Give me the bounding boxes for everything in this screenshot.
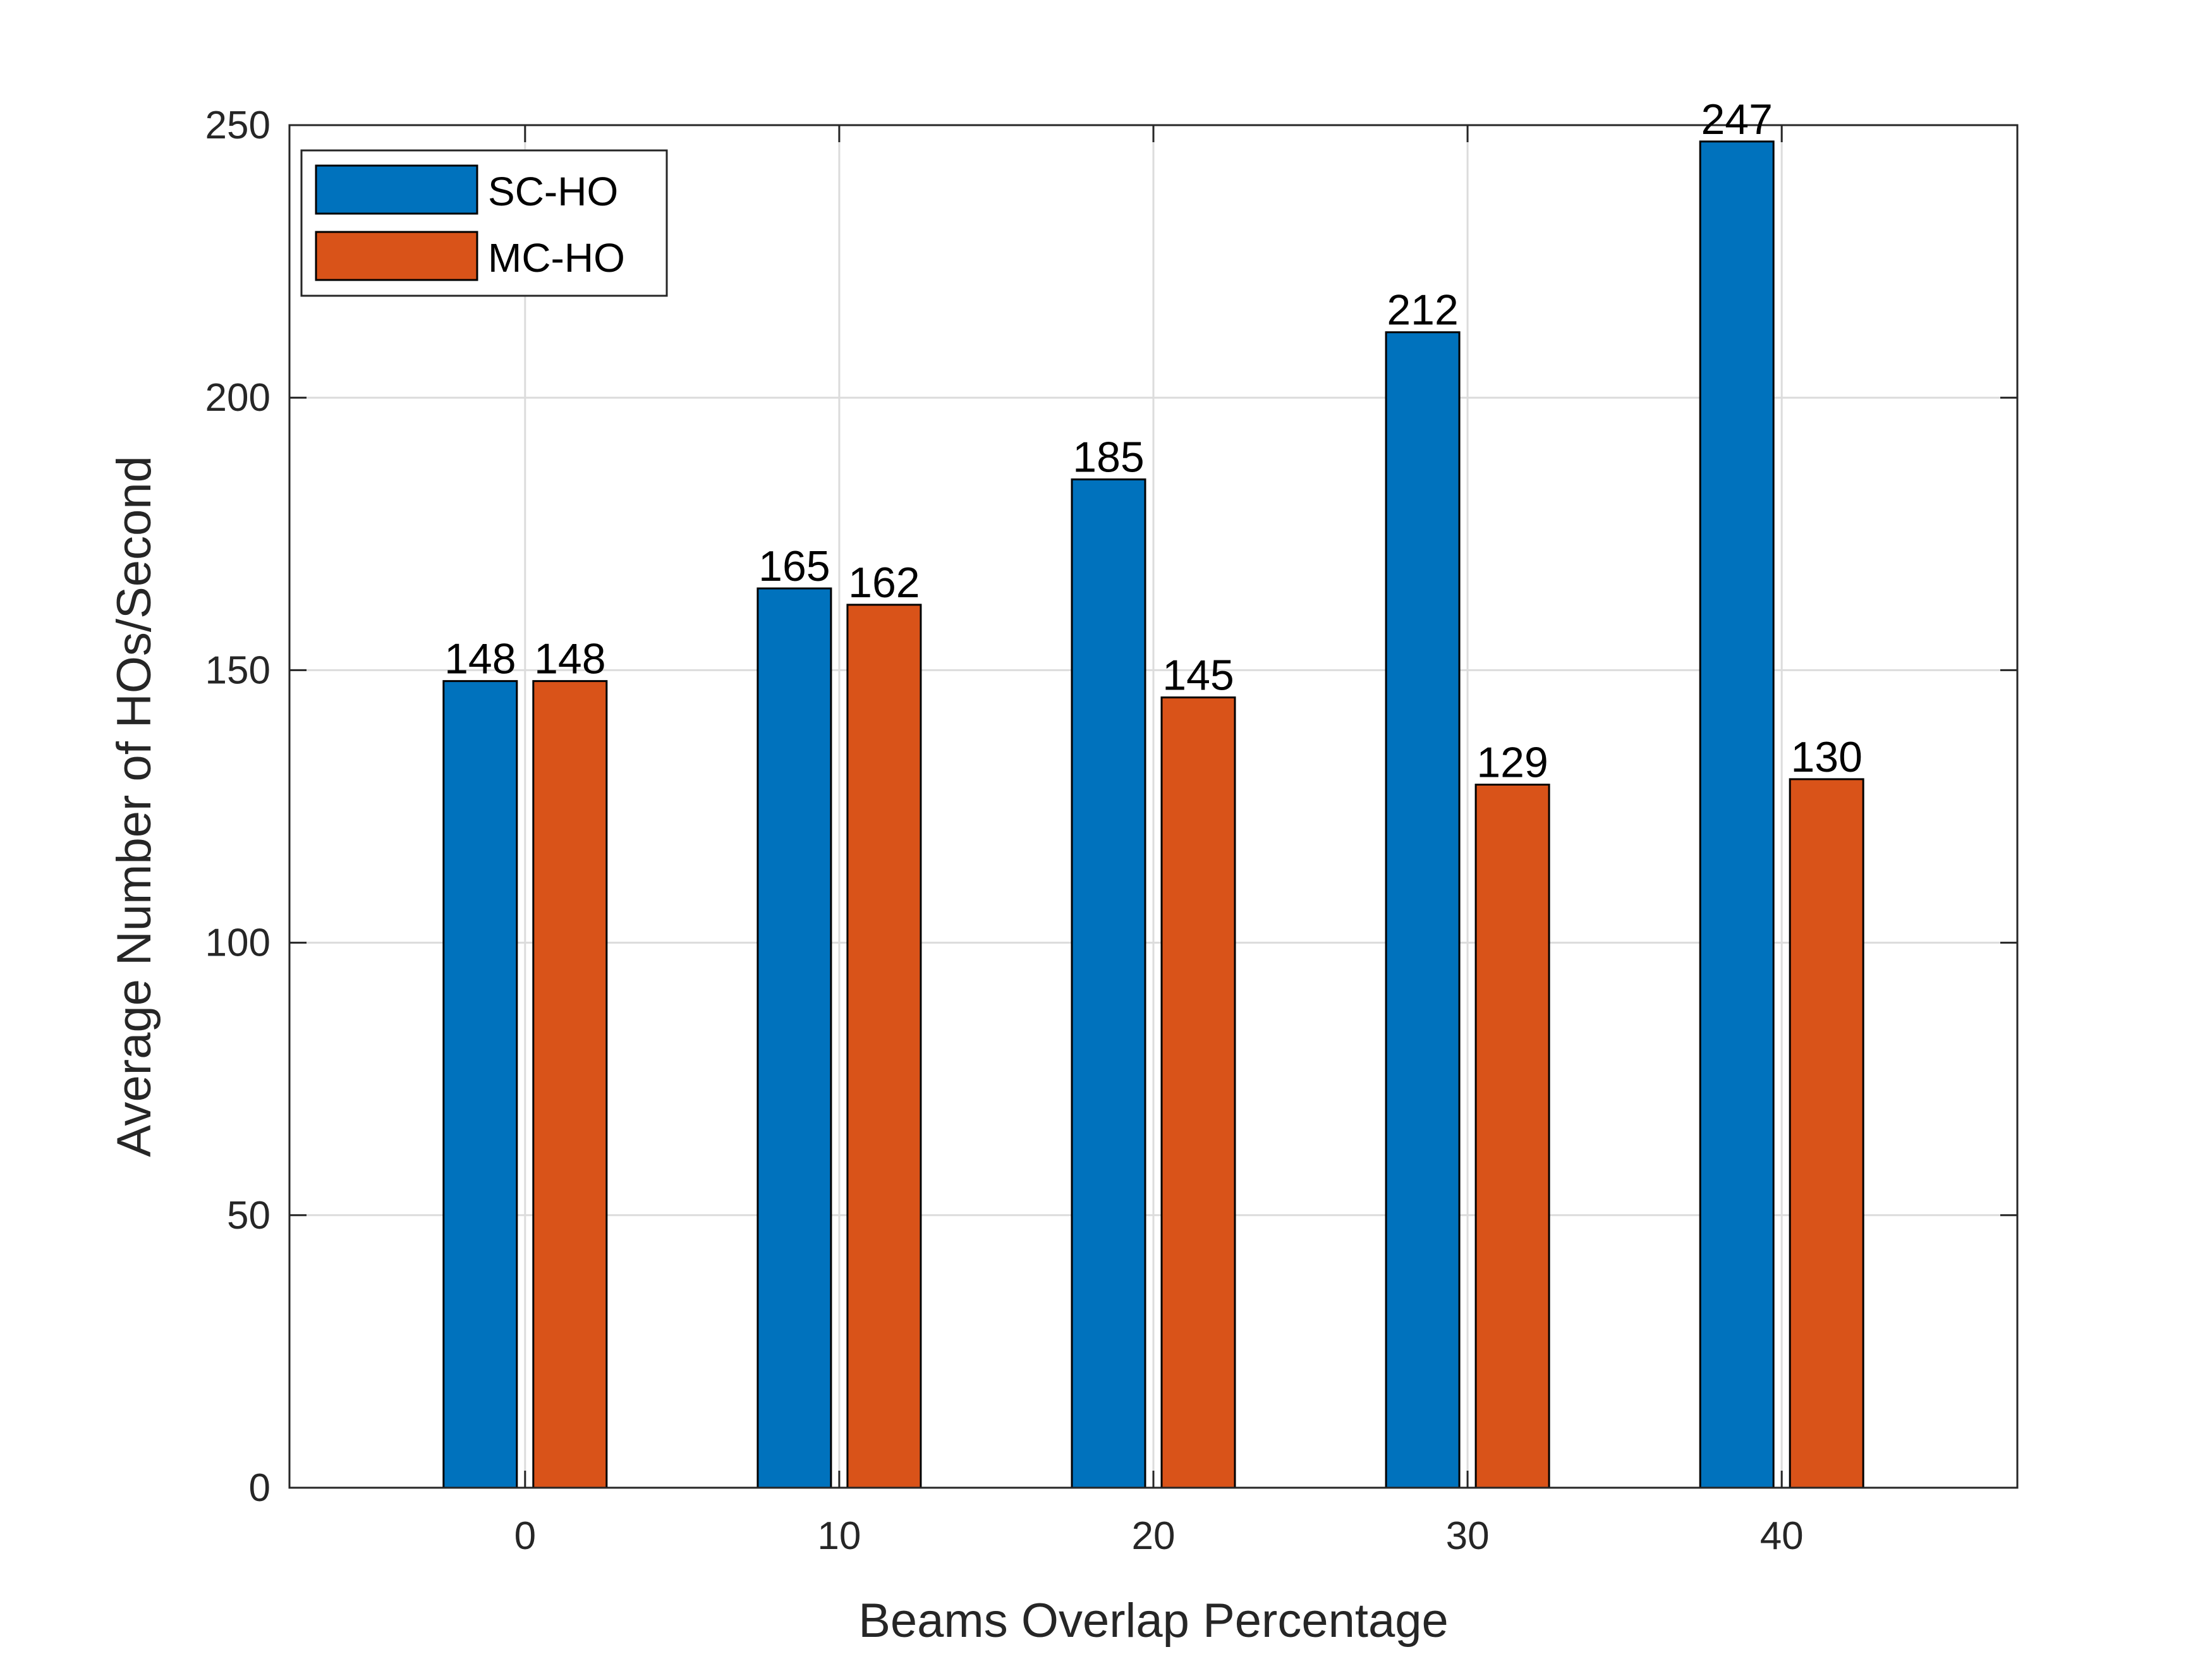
x-tick-label-0: 0 [514, 1514, 536, 1558]
bar-mc-ho-40 [1789, 778, 1864, 1489]
data-label-sc-ho-0: 148 [444, 635, 516, 683]
x-tick-label-40: 40 [1760, 1514, 1804, 1558]
legend: SC-HO MC-HO [300, 149, 668, 297]
data-label-mc-ho-20: 145 [1162, 652, 1234, 700]
y-tick-label-100: 100 [205, 921, 270, 965]
y-tick-label-150: 150 [205, 648, 270, 692]
bar-mc-ho-10 [846, 604, 922, 1489]
bar-mc-ho-0 [532, 680, 608, 1489]
y-tick-label-50: 50 [227, 1194, 270, 1237]
x-tick-label-10: 10 [817, 1514, 861, 1558]
data-label-mc-ho-0: 148 [534, 635, 605, 683]
y-tick-label-0: 0 [249, 1466, 270, 1510]
data-label-mc-ho-10: 162 [848, 559, 920, 607]
bar-sc-ho-30 [1385, 331, 1461, 1489]
data-label-mc-ho-30: 129 [1476, 739, 1548, 787]
data-label-sc-ho-20: 185 [1073, 434, 1144, 482]
bar-sc-ho-10 [757, 587, 832, 1489]
axes: 0 50 100 150 200 250 0 10 20 30 40 [205, 104, 2019, 1558]
legend-label-mc-ho: MC-HO [488, 235, 625, 281]
x-tick-label-30: 30 [1446, 1514, 1490, 1558]
x-tick-label-20: 20 [1132, 1514, 1176, 1558]
bar-mc-ho-30 [1474, 784, 1550, 1489]
legend-swatch-mc-ho [315, 231, 478, 281]
data-label-sc-ho-10: 165 [758, 542, 830, 590]
data-label-sc-ho-40: 247 [1701, 95, 1772, 143]
data-label-mc-ho-40: 130 [1790, 733, 1862, 781]
bars [442, 140, 1864, 1489]
data-labels: 148 165 185 212 247 148 162 145 129 130 [444, 95, 1863, 787]
data-label-sc-ho-30: 212 [1387, 286, 1458, 334]
legend-label-sc-ho: SC-HO [488, 169, 618, 214]
bar-mc-ho-20 [1160, 696, 1236, 1489]
bar-sc-ho-20 [1071, 478, 1146, 1489]
y-axis-label: Average Number of HOs/Second [107, 456, 161, 1157]
bar-sc-ho-40 [1699, 140, 1775, 1489]
y-tick-label-200: 200 [205, 376, 270, 420]
bar-sc-ho-0 [442, 680, 518, 1489]
legend-swatch-sc-ho [315, 164, 478, 215]
y-tick-label-250: 250 [205, 104, 270, 147]
x-axis-label: Beams Overlap Percentage [858, 1594, 1449, 1648]
